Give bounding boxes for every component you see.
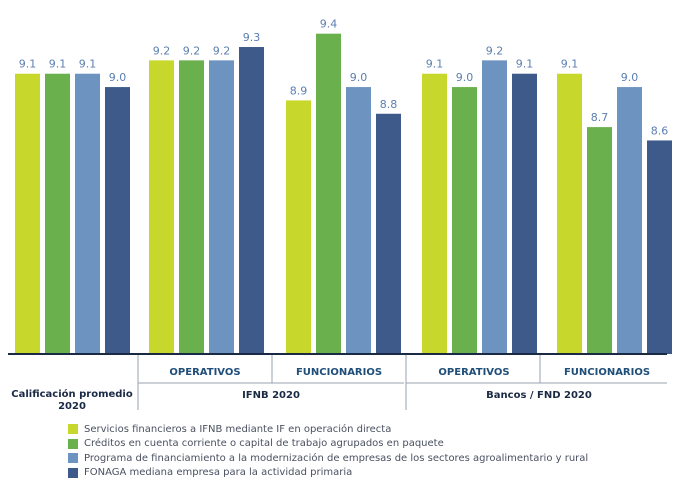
value-label-2-3: 8.8: [380, 98, 398, 111]
subgroup-label-3: FUNCIONARIOS: [564, 367, 650, 378]
value-label-3-1: 9.0: [456, 71, 474, 84]
value-label-0-0: 9.1: [19, 58, 37, 71]
value-label-0-3: 9.0: [109, 71, 127, 84]
value-label-4-2: 9.0: [621, 71, 639, 84]
legend-item-2: Programa de financiamiento a la moderniz…: [68, 451, 588, 466]
bar-4-3: [647, 140, 672, 354]
legend-item-1: Créditos en cuenta corriente o capital d…: [68, 437, 588, 452]
subgroup-label-0: OPERATIVOS: [169, 367, 240, 378]
legend-swatch-0: [68, 424, 78, 435]
bar-4-1: [587, 127, 612, 354]
value-label-1-1: 9.2: [183, 44, 201, 57]
value-label-4-0: 9.1: [561, 58, 579, 71]
category-title-0-0: Calificación promedio: [11, 388, 133, 400]
subgroup-label-1: FUNCIONARIOS: [296, 367, 382, 378]
bar-1-2: [209, 60, 234, 355]
bars-layer: [15, 33, 672, 355]
value-label-1-2: 9.2: [213, 44, 231, 57]
legend-label-1: Créditos en cuenta corriente o capital d…: [84, 438, 444, 450]
category-title-1-0: IFNB 2020: [242, 390, 300, 401]
value-label-3-2: 9.2: [486, 44, 504, 57]
category-title-2-0: Bancos / FND 2020: [486, 390, 592, 401]
legend: Servicios financieros a IFNB mediante IF…: [68, 422, 588, 480]
legend-label-2: Programa de financiamiento a la moderniz…: [84, 452, 589, 464]
legend-item-3: FONAGA mediana empresa para la actividad…: [68, 466, 588, 481]
value-label-1-0: 9.2: [153, 44, 171, 57]
value-label-4-3: 8.6: [651, 124, 669, 137]
bar-2-1: [316, 33, 341, 355]
bar-0-1: [45, 73, 70, 354]
bar-3-0: [422, 73, 447, 354]
bar-0-2: [75, 73, 100, 354]
value-label-3-0: 9.1: [426, 58, 444, 71]
value-label-2-0: 8.9: [290, 84, 308, 97]
bar-0-0: [15, 73, 40, 354]
value-label-2-2: 9.0: [350, 71, 368, 84]
value-label-1-3: 9.3: [243, 31, 261, 44]
bar-2-0: [286, 100, 311, 354]
bar-2-3: [376, 113, 401, 355]
group-separators: [137, 355, 667, 410]
value-labels-layer: 9.1 9.2 8.9 9.1 9.1 9.1 9.2 9.4 9.0 8.7 9.1 9.2 9.0 9…: [19, 18, 669, 138]
bar-4-2: [617, 87, 642, 355]
category-title-0-1: 2020: [58, 401, 86, 412]
legend-swatch-3: [68, 467, 78, 478]
bar-1-3: [239, 47, 264, 354]
value-label-0-2: 9.1: [79, 58, 97, 71]
category-labels-layer: OPERATIVOS FUNCIONARIOS OPERATIVOS FUNCIONA…: [11, 367, 650, 412]
legend-label-0: Servicios financieros a IFNB mediante IF…: [84, 423, 392, 435]
legend-swatch-1: [68, 438, 78, 449]
bar-2-2: [346, 87, 371, 355]
legend-swatch-2: [68, 453, 78, 464]
bar-1-1: [179, 60, 204, 355]
bar-3-1: [452, 87, 477, 355]
value-label-4-1: 8.7: [591, 111, 609, 124]
value-label-0-1: 9.1: [49, 58, 67, 71]
value-label-3-3: 9.1: [516, 58, 534, 71]
bar-1-0: [149, 60, 174, 355]
bar-0-3: [105, 87, 130, 355]
legend-item-0: Servicios financieros a IFNB mediante IF…: [68, 422, 588, 437]
subgroup-label-2: OPERATIVOS: [438, 367, 509, 378]
bar-3-3: [512, 73, 537, 354]
bar-3-2: [482, 60, 507, 355]
bar-4-0: [557, 73, 582, 354]
value-label-2-1: 9.4: [320, 18, 338, 31]
legend-label-3: FONAGA mediana empresa para la actividad…: [84, 467, 353, 479]
